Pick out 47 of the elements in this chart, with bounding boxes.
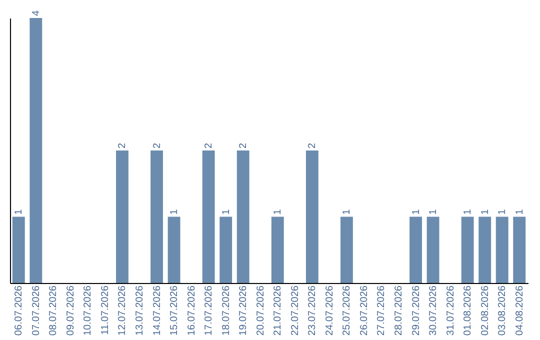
- x-tick-label: 01.08.2026: [462, 285, 474, 336]
- x-tick-label: 21.07.2026: [272, 285, 284, 336]
- x-tick-label: 22.07.2026: [290, 285, 301, 336]
- x-tick-label: 14.07.2026: [152, 285, 163, 336]
- data-label: 1: [514, 208, 526, 215]
- x-tick-label: 06.07.2026: [14, 285, 25, 336]
- x-tick-label: 04.08.2026: [514, 285, 526, 336]
- data-label: 1: [220, 208, 232, 215]
- x-tick-label: 13.07.2026: [134, 285, 146, 336]
- x-tick-label: 17.07.2026: [204, 285, 215, 336]
- x-tick-label: 27.07.2026: [376, 285, 388, 336]
- x-tick-label: 19.07.2026: [238, 285, 250, 336]
- x-tick-label: 29.07.2026: [410, 285, 422, 336]
- x-tick-label: 03.08.2026: [497, 285, 508, 336]
- data-label: 2: [117, 142, 128, 148]
- x-tick-label: 10.07.2026: [82, 285, 94, 336]
- data-label: 4: [30, 10, 42, 16]
- data-label: 1: [410, 208, 422, 215]
- data-label: 2: [307, 142, 318, 148]
- data-label: 1: [169, 208, 180, 215]
- x-tick-label: 09.07.2026: [65, 285, 76, 336]
- x-tick-label: 24.07.2026: [324, 285, 336, 336]
- x-tick-label: 28.07.2026: [394, 285, 404, 336]
- data-label: 1: [480, 208, 491, 215]
- x-tick-label: 18.07.2026: [220, 285, 232, 336]
- x-tick-label: 15.07.2026: [169, 285, 180, 336]
- x-tick-label: 11.07.2026: [100, 285, 111, 335]
- x-tick-label: 20.07.2026: [255, 285, 266, 336]
- x-tick-label: 08.07.2026: [48, 285, 60, 336]
- x-tick-label: 30.07.2026: [428, 285, 440, 336]
- x-tick-label: 02.08.2026: [480, 285, 491, 336]
- x-tick-label: 23.07.2026: [307, 285, 318, 336]
- x-tick-label: 16.07.2026: [186, 285, 198, 336]
- data-label: 1: [342, 208, 353, 215]
- data-label: 1: [497, 208, 508, 215]
- data-label: 2: [152, 142, 163, 148]
- data-label: 2: [238, 142, 250, 148]
- x-tick-label: 07.07.2026: [30, 285, 42, 336]
- data-label: 1: [272, 208, 284, 215]
- data-label: 2: [204, 142, 215, 148]
- x-tick-label: 26.07.2026: [358, 285, 370, 336]
- data-label: 1: [462, 208, 474, 215]
- data-label: 1: [14, 208, 25, 215]
- x-tick-label: 25.07.2026: [342, 285, 353, 336]
- x-tick-label: 12.07.2026: [117, 285, 128, 336]
- data-label: 1: [428, 208, 440, 215]
- x-tick-label: 31.07.2026: [445, 285, 456, 336]
